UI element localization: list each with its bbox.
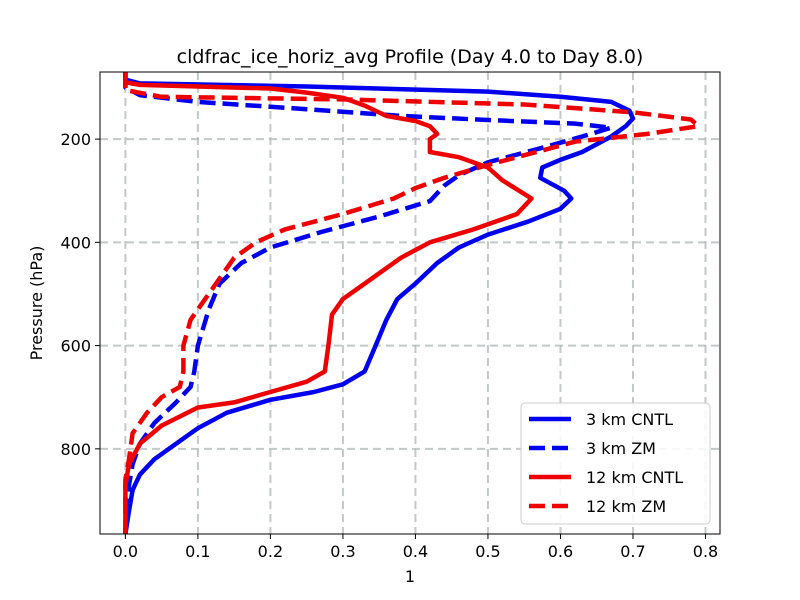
x-axis-label: 1	[405, 567, 415, 586]
x-tick-label: 0.8	[693, 542, 718, 561]
legend-label: 12 km CNTL	[586, 468, 683, 487]
legend-frame	[520, 402, 711, 525]
legend-label: 3 km CNTL	[586, 410, 673, 429]
plot-frame	[99, 71, 721, 535]
x-tick-label: 0.6	[548, 542, 573, 561]
series-line-12-km-cntl	[123, 72, 534, 534]
series-line-12-km-zm	[123, 72, 701, 534]
y-tick-label: 200	[60, 130, 91, 149]
x-tick-label: 0.4	[403, 542, 428, 561]
x-tick-label: 0.5	[475, 542, 500, 561]
x-tick-label: 0.7	[620, 542, 645, 561]
legend-label: 3 km ZM	[586, 439, 656, 458]
y-tick-label: 800	[60, 440, 91, 459]
y-tick-label: 600	[60, 337, 91, 356]
series-line-3-km-cntl	[123, 72, 636, 535]
series-layer	[123, 72, 701, 535]
y-axis-label: Pressure (hPa)	[27, 246, 46, 361]
x-tick-label: 0.0	[113, 542, 138, 561]
y-tick-label: 400	[60, 233, 91, 252]
x-tick-label: 0.3	[330, 542, 355, 561]
chart-title: cldfrac_ice_horiz_avg Profile (Day 4.0 t…	[177, 46, 644, 68]
x-tick-label: 0.2	[258, 542, 283, 561]
x-tick-label: 0.1	[185, 542, 210, 561]
legend-label: 12 km ZM	[586, 497, 666, 516]
legend: 3 km CNTL 3 km ZM 12 km CNTL 12 km ZM	[520, 402, 711, 525]
ticks: 0.0 0.1 0.2 0.3 0.4 0.5 0.6 0.7 0.8 200 400 600 800	[60, 130, 718, 561]
